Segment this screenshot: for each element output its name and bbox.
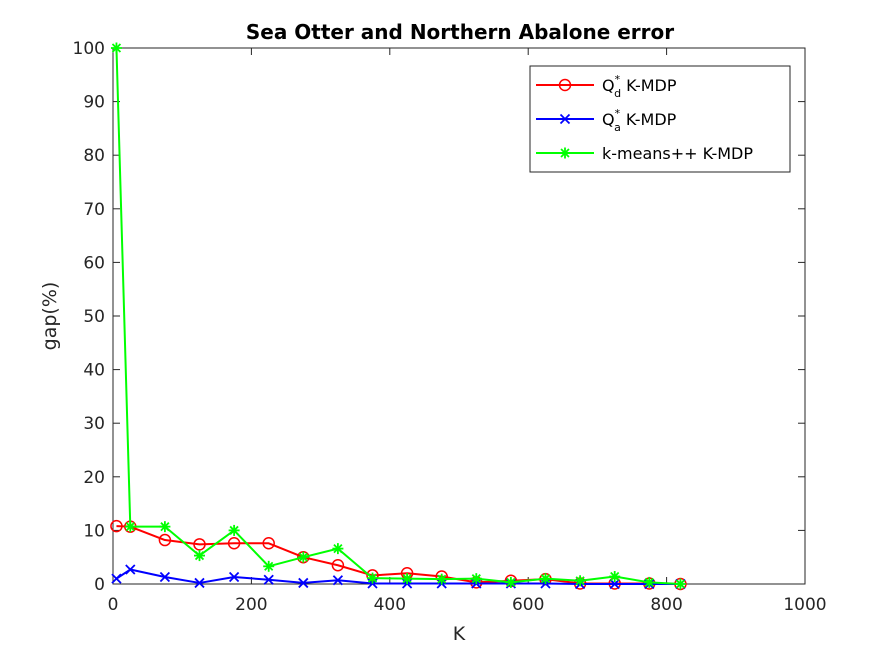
series-layer <box>110 42 687 591</box>
data-point-s2-5 <box>263 560 275 572</box>
legend-marker-2 <box>559 147 571 159</box>
data-point-s0-7 <box>331 558 345 572</box>
data-point-s2-12 <box>505 576 517 588</box>
data-point-s1-0 <box>111 573 122 584</box>
data-point-s0-3 <box>193 538 206 551</box>
data-point-s2-10 <box>436 573 448 585</box>
legend-marker-1 <box>559 113 571 125</box>
legend-label-2: k-means++ K-MDP <box>602 144 753 163</box>
data-point-s1-15 <box>609 578 620 590</box>
legend-label-1: Q* a K-MDP <box>602 107 677 134</box>
data-point-s0-2 <box>158 533 172 547</box>
data-point-s2-11 <box>470 573 482 585</box>
legend-label-0: Q* d K-MDP <box>602 73 677 100</box>
data-point-s2-4 <box>228 524 240 536</box>
x-tick-label: 400 <box>374 595 406 615</box>
x-tick-label: 200 <box>235 595 267 615</box>
data-point-s2-15 <box>609 570 621 582</box>
y-tick-label: 0 <box>94 575 105 595</box>
axis-ticks: 0 200 400 600 800 1000 0 10 20 30 40 50 60 70 80 90 100 <box>73 39 827 615</box>
data-point-s2-3 <box>194 550 205 562</box>
legend: Q* d K-MDP Q* a K-MDP k-means++ K-MDP <box>529 65 791 173</box>
y-tick-label: 40 <box>83 361 105 381</box>
chart-title: Sea Otter and Northern Abalone error <box>246 20 674 44</box>
x-tick-label: 1000 <box>783 595 826 615</box>
y-tick-label: 50 <box>83 307 105 327</box>
legend-marker-0 <box>558 78 572 92</box>
x-tick-label: 600 <box>512 595 544 615</box>
y-tick-label: 80 <box>83 146 105 166</box>
y-tick-label: 100 <box>73 39 105 59</box>
data-point-s2-6 <box>297 551 309 563</box>
data-point-s2-1 <box>124 521 136 533</box>
data-point-s2-8 <box>367 572 378 584</box>
data-point-s1-6 <box>298 577 309 589</box>
data-point-s1-5 <box>263 574 274 585</box>
data-point-s1-7 <box>332 575 344 586</box>
y-tick-label: 10 <box>83 521 105 541</box>
x-tick-label: 0 <box>108 595 119 615</box>
data-point-s1-2 <box>159 571 171 583</box>
data-point-s0-5 <box>262 537 275 550</box>
y-tick-label: 90 <box>83 93 105 113</box>
data-point-s1-1 <box>125 564 136 575</box>
y-tick-label: 20 <box>83 468 105 488</box>
data-point-s1-3 <box>194 577 205 589</box>
y-axis-label: gap(%) <box>39 282 61 351</box>
data-point-s2-9 <box>401 573 413 585</box>
data-point-s1-4 <box>228 571 240 583</box>
y-tick-label: 30 <box>83 414 105 434</box>
data-point-s0-4 <box>227 537 241 550</box>
series-line-1 <box>115 568 681 585</box>
data-point-s2-7 <box>332 543 344 555</box>
data-point-s2-13 <box>540 573 551 585</box>
data-point-s2-16 <box>643 576 655 588</box>
y-tick-label: 60 <box>83 253 105 273</box>
x-axis-label: K <box>453 623 466 645</box>
y-tick-label: 70 <box>83 200 105 220</box>
data-point-s2-0 <box>110 42 122 54</box>
data-point-s0-0 <box>110 519 123 533</box>
x-tick-label: 800 <box>650 595 682 615</box>
data-point-s2-17 <box>674 578 686 590</box>
data-point-s2-14 <box>574 575 586 587</box>
series-line-2 <box>115 47 681 585</box>
data-point-s2-2 <box>159 521 171 533</box>
